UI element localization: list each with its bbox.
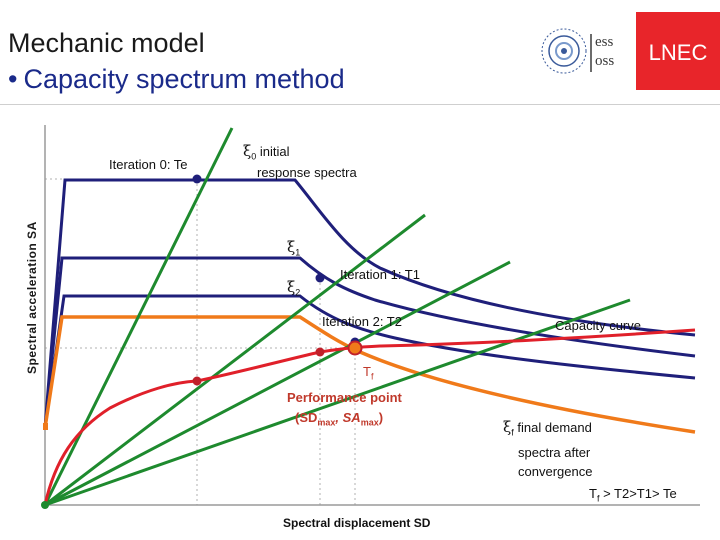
xif-text-1: final demand (513, 420, 592, 435)
xi0-label: ξ0 initial response spectra (243, 143, 357, 181)
header-divider (0, 104, 720, 105)
xif-label: ξf final demand spectra after convergenc… (503, 418, 592, 481)
perf-open: (SD (295, 410, 318, 425)
y-axis-label: Spectral acceleration SA (25, 221, 39, 374)
ess-oss-logo: ess oss (541, 28, 614, 74)
perf-max-2: max (360, 417, 379, 428)
page-subtitle: • Capacity spectrum method (8, 64, 345, 95)
lnec-logo: LNEC (636, 12, 720, 90)
perf-max-1: max (317, 417, 336, 428)
order-t: T (589, 486, 597, 501)
iteration-0-label: Iteration 0: Te (109, 157, 188, 172)
x-axis-label: Spectral displacement SD (283, 516, 431, 530)
y-axis-marker (43, 423, 48, 430)
logo-oss-text: oss (595, 53, 614, 69)
point-iteration-0 (192, 174, 202, 184)
perf-comma: , SA (335, 410, 361, 425)
origin-point (41, 501, 49, 509)
xi0-text-2: response spectra (257, 164, 357, 180)
xif-symbol: ξ (503, 418, 512, 436)
xif-text-2: spectra after (518, 444, 591, 460)
performance-point-label: Performance point (287, 390, 402, 405)
period-line-tf (44, 298, 631, 507)
xi2-symbol: ξ (287, 278, 296, 296)
performance-point (347, 340, 363, 356)
xi1-symbol: ξ (287, 238, 296, 256)
performance-point-coords: (SDmax, SAmax) (295, 410, 383, 428)
demand-spectrum-xi0 (43, 178, 696, 429)
period-line-t2 (44, 260, 511, 507)
point-capacity-0 (192, 376, 202, 386)
capacity-curve (43, 328, 696, 506)
xi1-subscript: 1 (295, 247, 301, 258)
xi0-subscript: 0 (251, 151, 257, 162)
logo-lnec-text: LNEC (649, 40, 708, 65)
point-iteration-1 (315, 273, 325, 283)
page-title: Mechanic model (8, 28, 205, 58)
perf-close: ) (378, 410, 384, 425)
xi1-label: ξ1 (287, 238, 300, 258)
xif-subscript: f (511, 427, 514, 438)
order-subscript: f (596, 493, 600, 504)
iteration-1-label: Iteration 1: T1 (340, 267, 420, 282)
capacity-curve-label: Capacity curve (555, 318, 641, 333)
tf-subscript: f (370, 371, 374, 382)
order-rest: > T2>T1> Te (599, 486, 677, 501)
subtitle-text: Capacity spectrum method (23, 64, 345, 94)
period-order-label: Tf > T2>T1> Te (589, 486, 677, 504)
tf-symbol: T (363, 364, 371, 379)
final-demand-spectrum (43, 315, 696, 434)
period-line-te (43, 127, 234, 506)
iteration-2-label: Iteration 2: T2 (322, 314, 402, 329)
demand-spectrum-xi2 (43, 294, 696, 429)
logo-ess-text: ess (595, 34, 613, 50)
point-capacity-1 (315, 347, 325, 357)
xi2-label: ξ2 (287, 278, 300, 298)
period-line-t1 (44, 213, 426, 507)
guide-lines (45, 178, 700, 506)
xi0-text-1: initial (256, 144, 290, 159)
subtitle-bullet: • (8, 64, 18, 94)
xi2-subscript: 2 (295, 287, 301, 298)
xif-text-3: convergence (518, 463, 593, 479)
tf-label: Tf (363, 364, 373, 382)
xi0-symbol: ξ (243, 142, 252, 160)
